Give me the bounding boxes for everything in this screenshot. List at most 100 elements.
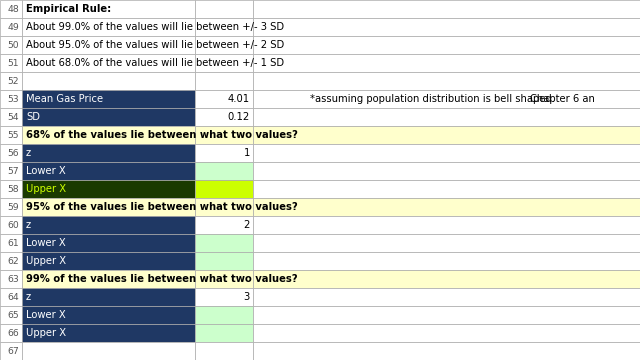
Bar <box>253 270 640 288</box>
Bar <box>22 90 195 108</box>
Text: 0.12: 0.12 <box>228 112 250 122</box>
Bar <box>195 162 253 180</box>
Text: Chapter 6 an: Chapter 6 an <box>530 94 595 104</box>
Bar <box>0 126 22 144</box>
Bar <box>195 270 253 288</box>
Bar <box>195 252 253 270</box>
Text: 60: 60 <box>7 220 19 230</box>
Bar <box>22 270 195 288</box>
Bar <box>253 162 640 180</box>
Text: About 99.0% of the values will lie between +/- 3 SD: About 99.0% of the values will lie betwe… <box>26 22 284 32</box>
Bar <box>0 162 22 180</box>
Bar <box>22 234 195 252</box>
Bar <box>253 234 640 252</box>
Text: 53: 53 <box>8 94 19 104</box>
Bar <box>22 0 195 18</box>
Bar <box>253 72 640 90</box>
Text: z: z <box>26 148 31 158</box>
Bar <box>0 324 22 342</box>
Bar <box>22 54 195 72</box>
Text: 49: 49 <box>7 22 19 31</box>
Bar <box>0 72 22 90</box>
Bar <box>195 306 253 324</box>
Bar <box>0 180 22 198</box>
Text: 99% of the values lie between what two values?: 99% of the values lie between what two v… <box>26 274 298 284</box>
Text: 67: 67 <box>7 346 19 356</box>
Text: Lower X: Lower X <box>26 310 66 320</box>
Text: 3: 3 <box>244 292 250 302</box>
Bar <box>253 324 640 342</box>
Bar <box>0 306 22 324</box>
Text: 4.01: 4.01 <box>228 94 250 104</box>
Bar <box>0 270 22 288</box>
Text: About 95.0% of the values will lie between +/- 2 SD: About 95.0% of the values will lie betwe… <box>26 40 284 50</box>
Text: 50: 50 <box>8 40 19 49</box>
Bar <box>253 342 640 360</box>
Text: 54: 54 <box>8 112 19 122</box>
Text: *assuming population distribution is bell shaped.: *assuming population distribution is bel… <box>310 94 555 104</box>
Text: SD: SD <box>26 112 40 122</box>
Text: 56: 56 <box>8 148 19 158</box>
Bar <box>195 234 253 252</box>
Bar <box>0 18 22 36</box>
Bar <box>253 252 640 270</box>
Bar <box>253 126 640 144</box>
Bar <box>22 144 195 162</box>
Text: 55: 55 <box>8 130 19 139</box>
Bar <box>0 90 22 108</box>
Bar <box>253 54 640 72</box>
Bar <box>22 126 195 144</box>
Bar <box>0 54 22 72</box>
Bar <box>0 198 22 216</box>
Text: 95% of the values lie between what two values?: 95% of the values lie between what two v… <box>26 202 298 212</box>
Bar <box>22 180 195 198</box>
Text: 48: 48 <box>7 4 19 13</box>
Bar <box>0 234 22 252</box>
Bar <box>22 324 195 342</box>
Text: 51: 51 <box>8 58 19 68</box>
Bar <box>22 288 195 306</box>
Bar <box>22 306 195 324</box>
Bar <box>22 36 195 54</box>
Bar <box>195 72 253 90</box>
Bar <box>253 36 640 54</box>
Text: 68% of the values lie between what two values?: 68% of the values lie between what two v… <box>26 130 298 140</box>
Bar <box>0 252 22 270</box>
Text: 57: 57 <box>8 166 19 175</box>
Bar <box>253 144 640 162</box>
Bar <box>195 126 253 144</box>
Text: About 68.0% of the values will lie between +/- 1 SD: About 68.0% of the values will lie betwe… <box>26 58 284 68</box>
Bar <box>0 36 22 54</box>
Bar <box>0 144 22 162</box>
Text: Upper X: Upper X <box>26 328 66 338</box>
Bar <box>195 0 253 18</box>
Bar <box>195 108 253 126</box>
Text: Upper X: Upper X <box>26 184 66 194</box>
Text: Lower X: Lower X <box>26 166 66 176</box>
Bar <box>195 216 253 234</box>
Text: 1: 1 <box>244 148 250 158</box>
Bar <box>253 180 640 198</box>
Bar <box>195 54 253 72</box>
Bar <box>22 108 195 126</box>
Bar <box>22 162 195 180</box>
Text: Mean Gas Price: Mean Gas Price <box>26 94 103 104</box>
Bar <box>22 18 195 36</box>
Bar <box>195 198 253 216</box>
Text: 59: 59 <box>8 202 19 211</box>
Text: 61: 61 <box>7 238 19 248</box>
Bar <box>0 342 22 360</box>
Bar <box>253 90 640 108</box>
Text: Empirical Rule:: Empirical Rule: <box>26 4 111 14</box>
Bar <box>195 18 253 36</box>
Text: 62: 62 <box>7 256 19 266</box>
Bar <box>22 252 195 270</box>
Bar <box>253 288 640 306</box>
Bar <box>253 216 640 234</box>
Bar <box>195 144 253 162</box>
Bar <box>22 216 195 234</box>
Bar <box>253 18 640 36</box>
Bar <box>195 288 253 306</box>
Text: 65: 65 <box>8 310 19 320</box>
Text: 64: 64 <box>7 292 19 302</box>
